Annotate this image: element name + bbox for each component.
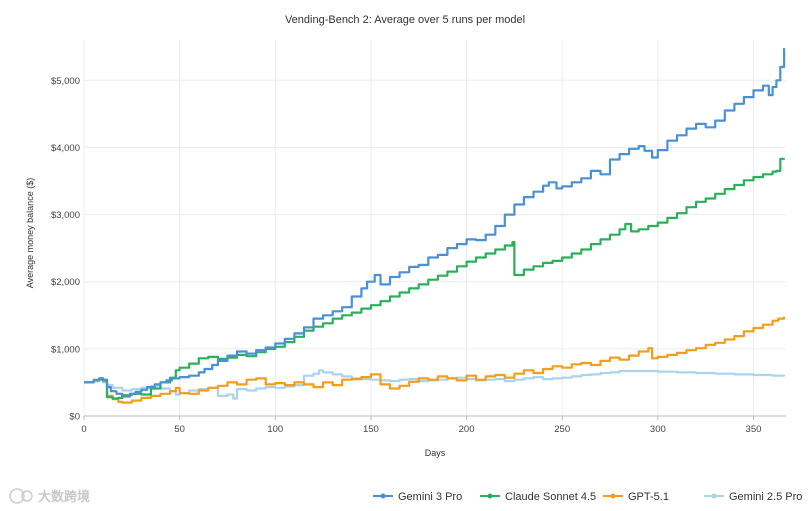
y-tick-label: $1,000 [51, 344, 80, 355]
y-axis-label: Average money balance ($) [25, 178, 35, 288]
legend-label: Gemini 3 Pro [398, 491, 462, 503]
legend-marker-icon [380, 493, 386, 499]
grid-lines [83, 40, 786, 416]
x-tick-label: 50 [174, 424, 185, 435]
y-axis-ticks: $0 $1,000 $2,000 $3,000 $4,000 $5,000 [51, 76, 80, 423]
legend-marker-icon [487, 493, 493, 499]
x-tick-label: 100 [267, 424, 283, 435]
series-line-gemini-3-pro [84, 48, 786, 398]
legend-item-claude-sonnet-4-5: Claude Sonnet 4.5 [480, 491, 596, 503]
legend-label: GPT-5.1 [628, 491, 669, 503]
series-line-gpt-5-1 [84, 316, 786, 404]
legend-label: Gemini 2.5 Pro [729, 491, 802, 503]
legend-marker-icon [711, 493, 717, 499]
y-tick-label: $0 [69, 412, 80, 423]
legend: Gemini 3 Pro Claude Sonnet 4.5 GPT-5.1 Gemi… [373, 491, 802, 503]
x-tick-label: 250 [554, 424, 570, 435]
x-axis-ticks: 0 50 100 150 200 250 300 350 [81, 416, 761, 435]
y-tick-label: $4,000 [51, 143, 80, 154]
x-tick-label: 0 [81, 424, 86, 435]
x-tick-label: 150 [363, 424, 379, 435]
y-tick-label: $3,000 [51, 210, 80, 221]
watermark-logo-icon [9, 488, 33, 504]
x-axis-label: Days [425, 448, 446, 458]
legend-item-gemini-2-5-pro: Gemini 2.5 Pro [704, 491, 802, 503]
y-tick-label: $5,000 [51, 76, 80, 87]
x-tick-label: 300 [650, 424, 666, 435]
chart-title: Vending-Bench 2: Average over 5 runs per… [285, 14, 525, 26]
legend-item-gemini-3-pro: Gemini 3 Pro [373, 491, 462, 503]
y-tick-label: $2,000 [51, 277, 80, 288]
x-tick-label: 350 [746, 424, 762, 435]
x-tick-label: 200 [459, 424, 475, 435]
watermark-text: 大数跨境 [38, 489, 90, 504]
series-lines [84, 48, 786, 404]
legend-marker-icon [610, 493, 616, 499]
watermark: 大数跨境 [9, 488, 90, 504]
series-line-claude-sonnet-4-5 [84, 157, 786, 400]
legend-label: Claude Sonnet 4.5 [505, 491, 596, 503]
legend-item-gpt-5-1: GPT-5.1 [603, 491, 669, 503]
